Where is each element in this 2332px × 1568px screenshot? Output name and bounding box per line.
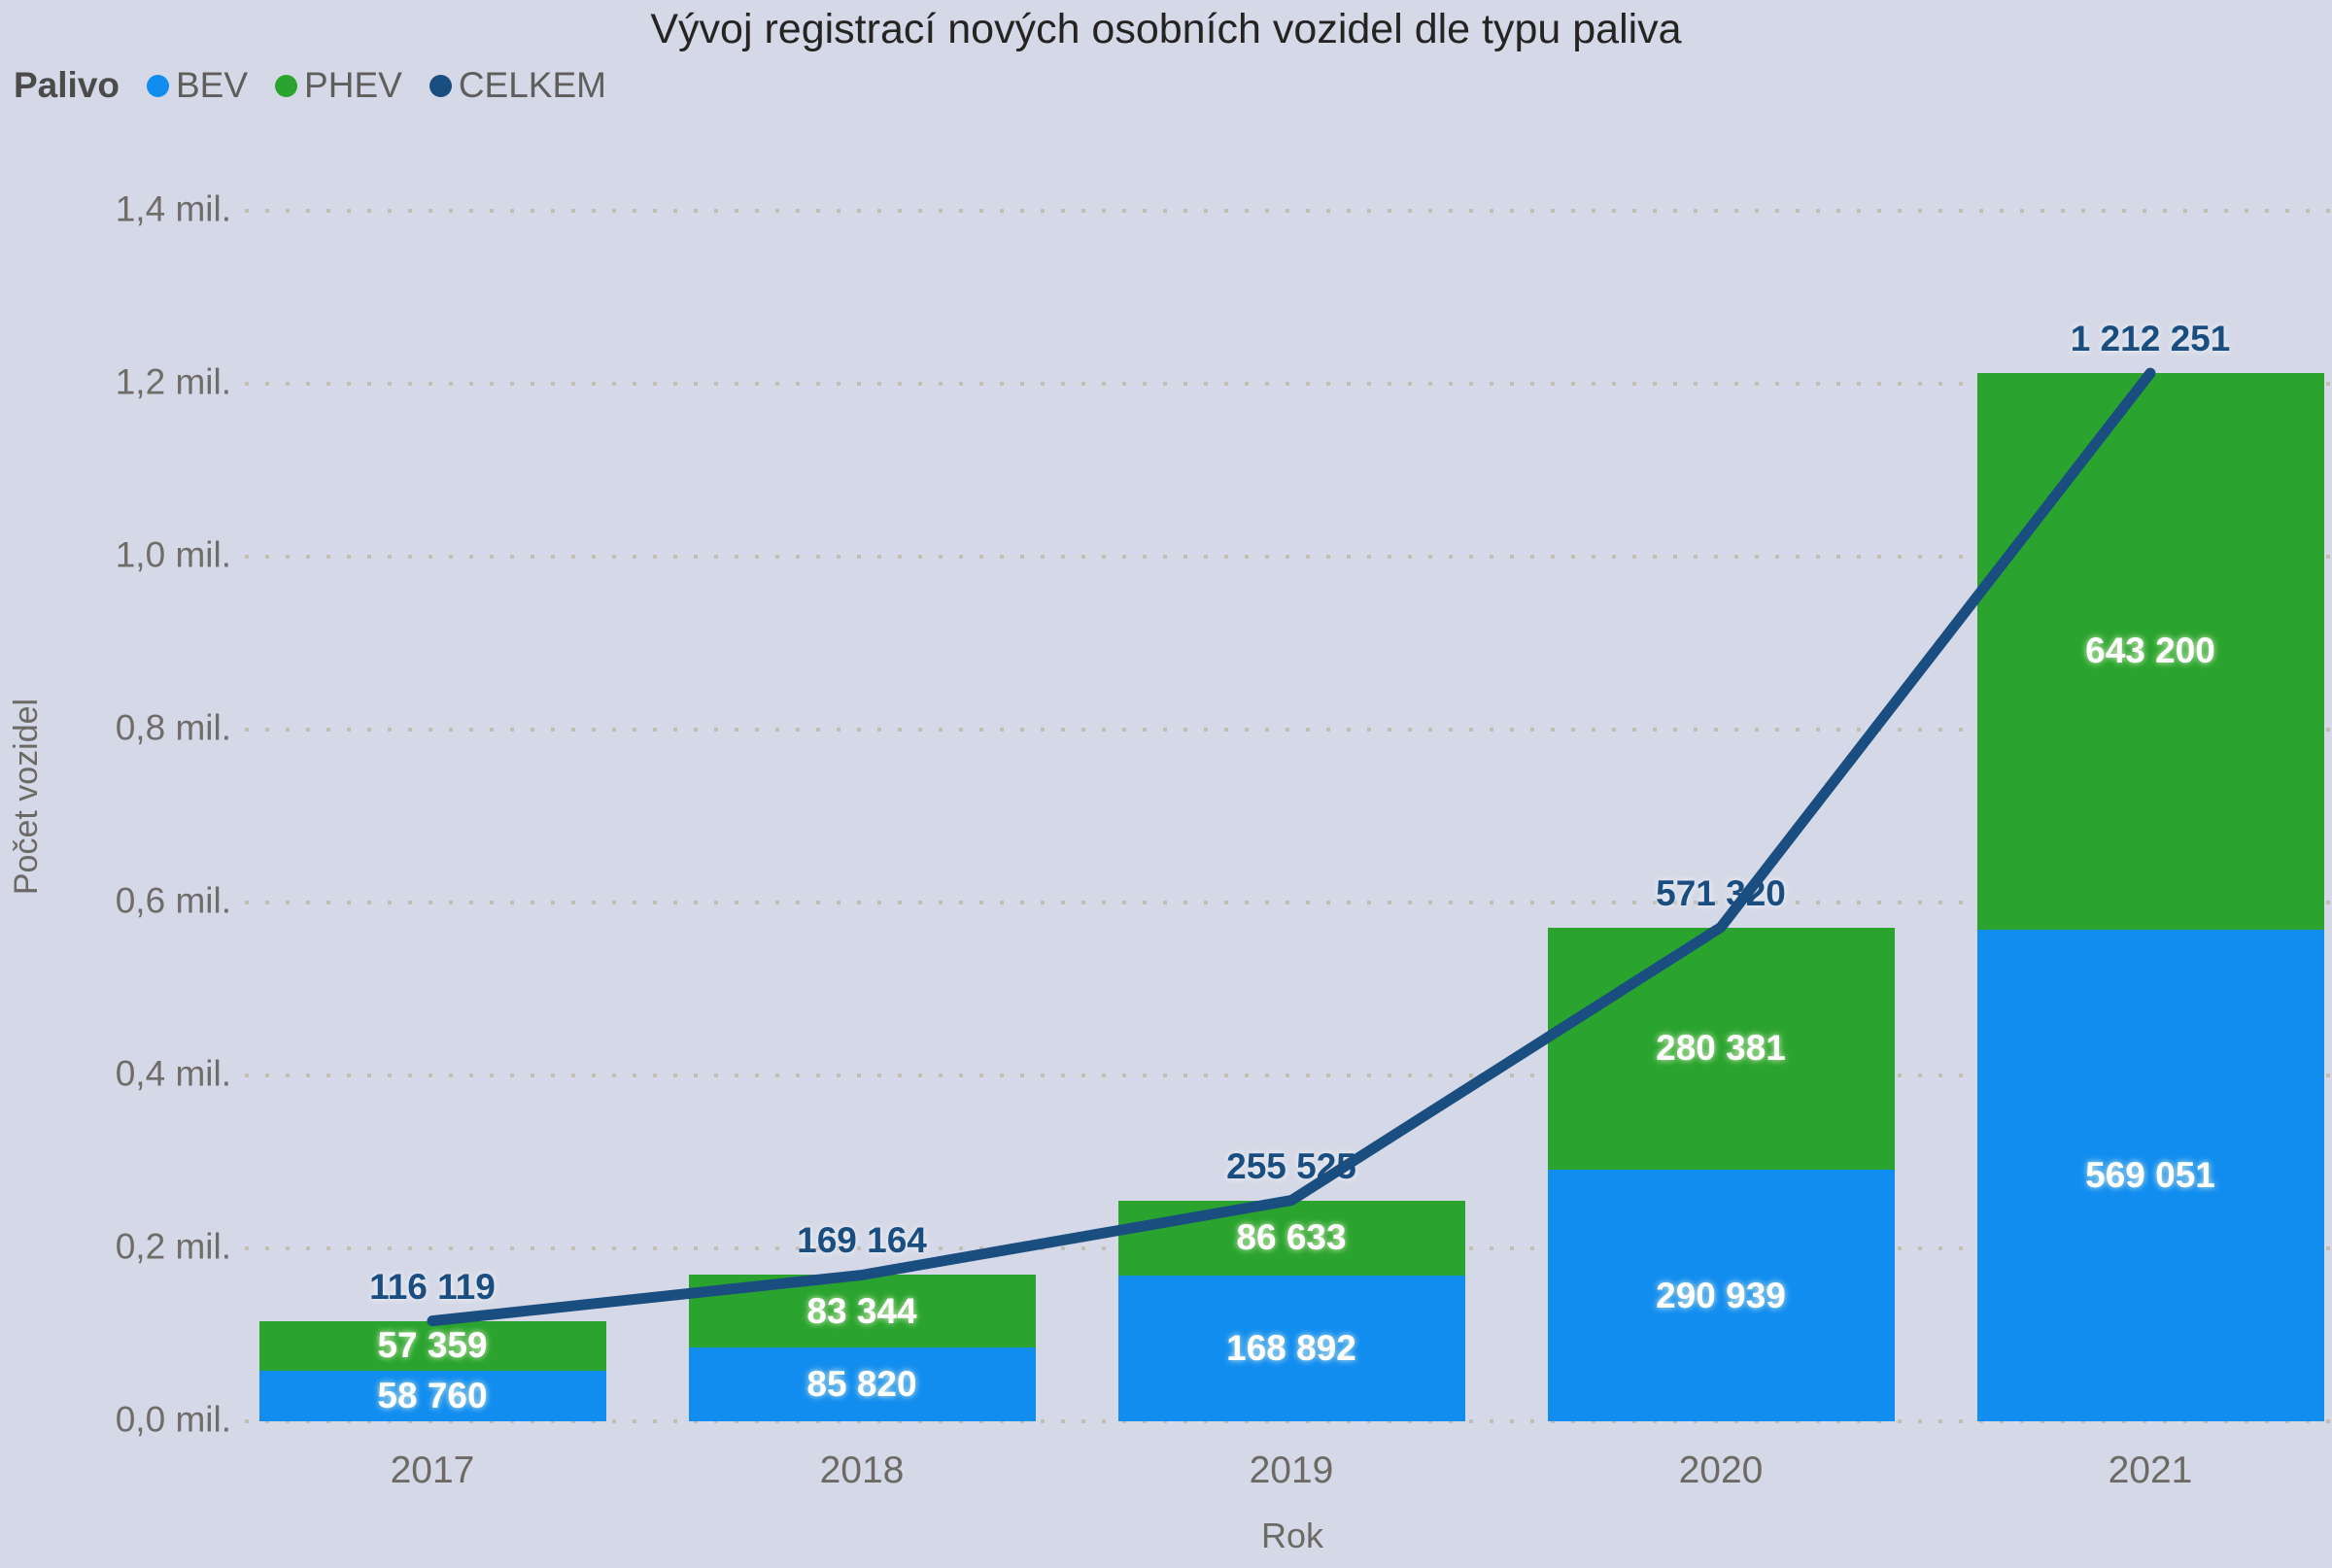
bar-bev-2018[interactable] (688, 1346, 1036, 1421)
y-tick-label: 0,2 mil. (115, 1226, 231, 1267)
bev-value-label: 168 892 (1226, 1327, 1356, 1368)
x-tick-2020: 2020 (1678, 1449, 1764, 1491)
bar-bev-2017[interactable] (258, 1370, 606, 1421)
y-tick-label: 0,8 mil. (115, 707, 231, 748)
legend-item-label: PHEV (304, 65, 402, 105)
phev-value-label: 86 633 (1236, 1217, 1347, 1258)
x-axis-title: Rok (1260, 1516, 1324, 1555)
bev-value-label: 58 760 (377, 1375, 488, 1415)
celkem-value-label: 571 320 (1656, 872, 1786, 913)
x-tick-2018: 2018 (819, 1449, 905, 1491)
legend-item-label: CELKEM (458, 65, 606, 105)
phev-value-label: 280 381 (1656, 1028, 1786, 1069)
phev-value-label: 643 200 (2085, 631, 2215, 671)
bev-value-label: 85 820 (806, 1363, 917, 1404)
y-tick-label: 1,4 mil. (115, 188, 231, 229)
legend-item-celkem[interactable]: CELKEM (429, 65, 606, 106)
x-tick-2019: 2019 (1249, 1449, 1334, 1491)
y-tick-label: 0,4 mil. (115, 1053, 231, 1094)
phev-value-label: 57 359 (377, 1325, 488, 1366)
legend-dot-celkem (429, 74, 452, 97)
legend-item-phev[interactable]: PHEV (275, 65, 402, 106)
x-tick-2017: 2017 (390, 1449, 475, 1491)
bar-phev-2017[interactable] (258, 1320, 606, 1371)
y-tick-label: 1,0 mil. (115, 534, 231, 575)
celkem-value-label: 169 164 (797, 1220, 927, 1261)
legend: Palivo BEV PHEV CELKEM (14, 62, 606, 109)
chart-title: Vývoj registrací nových osobních vozidel… (650, 6, 1682, 52)
legend-item-bev[interactable]: BEV (147, 65, 248, 106)
bev-value-label: 569 051 (2085, 1154, 2215, 1195)
gridline-0 (245, 1419, 2330, 1423)
bev-value-label: 290 939 (1656, 1275, 1786, 1315)
y-tick-label: 0,6 mil. (115, 880, 231, 921)
celkem-value-label: 255 525 (1226, 1145, 1356, 1186)
celkem-value-label: 1 212 251 (2070, 319, 2231, 359)
x-tick-2021: 2021 (2108, 1449, 2193, 1491)
y-tick-label: 0,0 mil. (115, 1399, 231, 1440)
legend-dot-phev (275, 74, 298, 97)
legend-title: Palivo (14, 65, 120, 105)
legend-dot-bev (147, 74, 169, 97)
legend-item-label: BEV (176, 65, 249, 105)
phev-value-label: 83 344 (806, 1290, 917, 1331)
y-tick-label: 1,2 mil. (115, 361, 231, 402)
celkem-value-label: 116 119 (369, 1266, 496, 1307)
gridline-1400000 (245, 209, 2330, 213)
